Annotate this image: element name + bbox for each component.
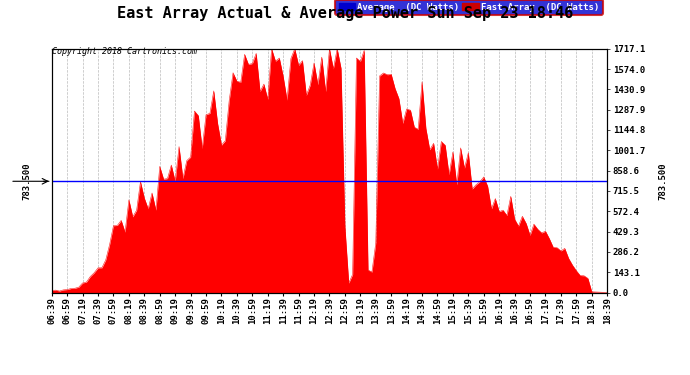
Text: East Array Actual & Average Power Sun Sep 23 18:46: East Array Actual & Average Power Sun Se… (117, 6, 573, 21)
Legend: Average  (DC Watts), East Array  (DC Watts): Average (DC Watts), East Array (DC Watts… (335, 0, 602, 15)
Text: Copyright 2018 Cartronics.com: Copyright 2018 Cartronics.com (52, 47, 197, 56)
Text: 783.500: 783.500 (658, 162, 667, 200)
Text: 783.500: 783.500 (22, 162, 31, 200)
